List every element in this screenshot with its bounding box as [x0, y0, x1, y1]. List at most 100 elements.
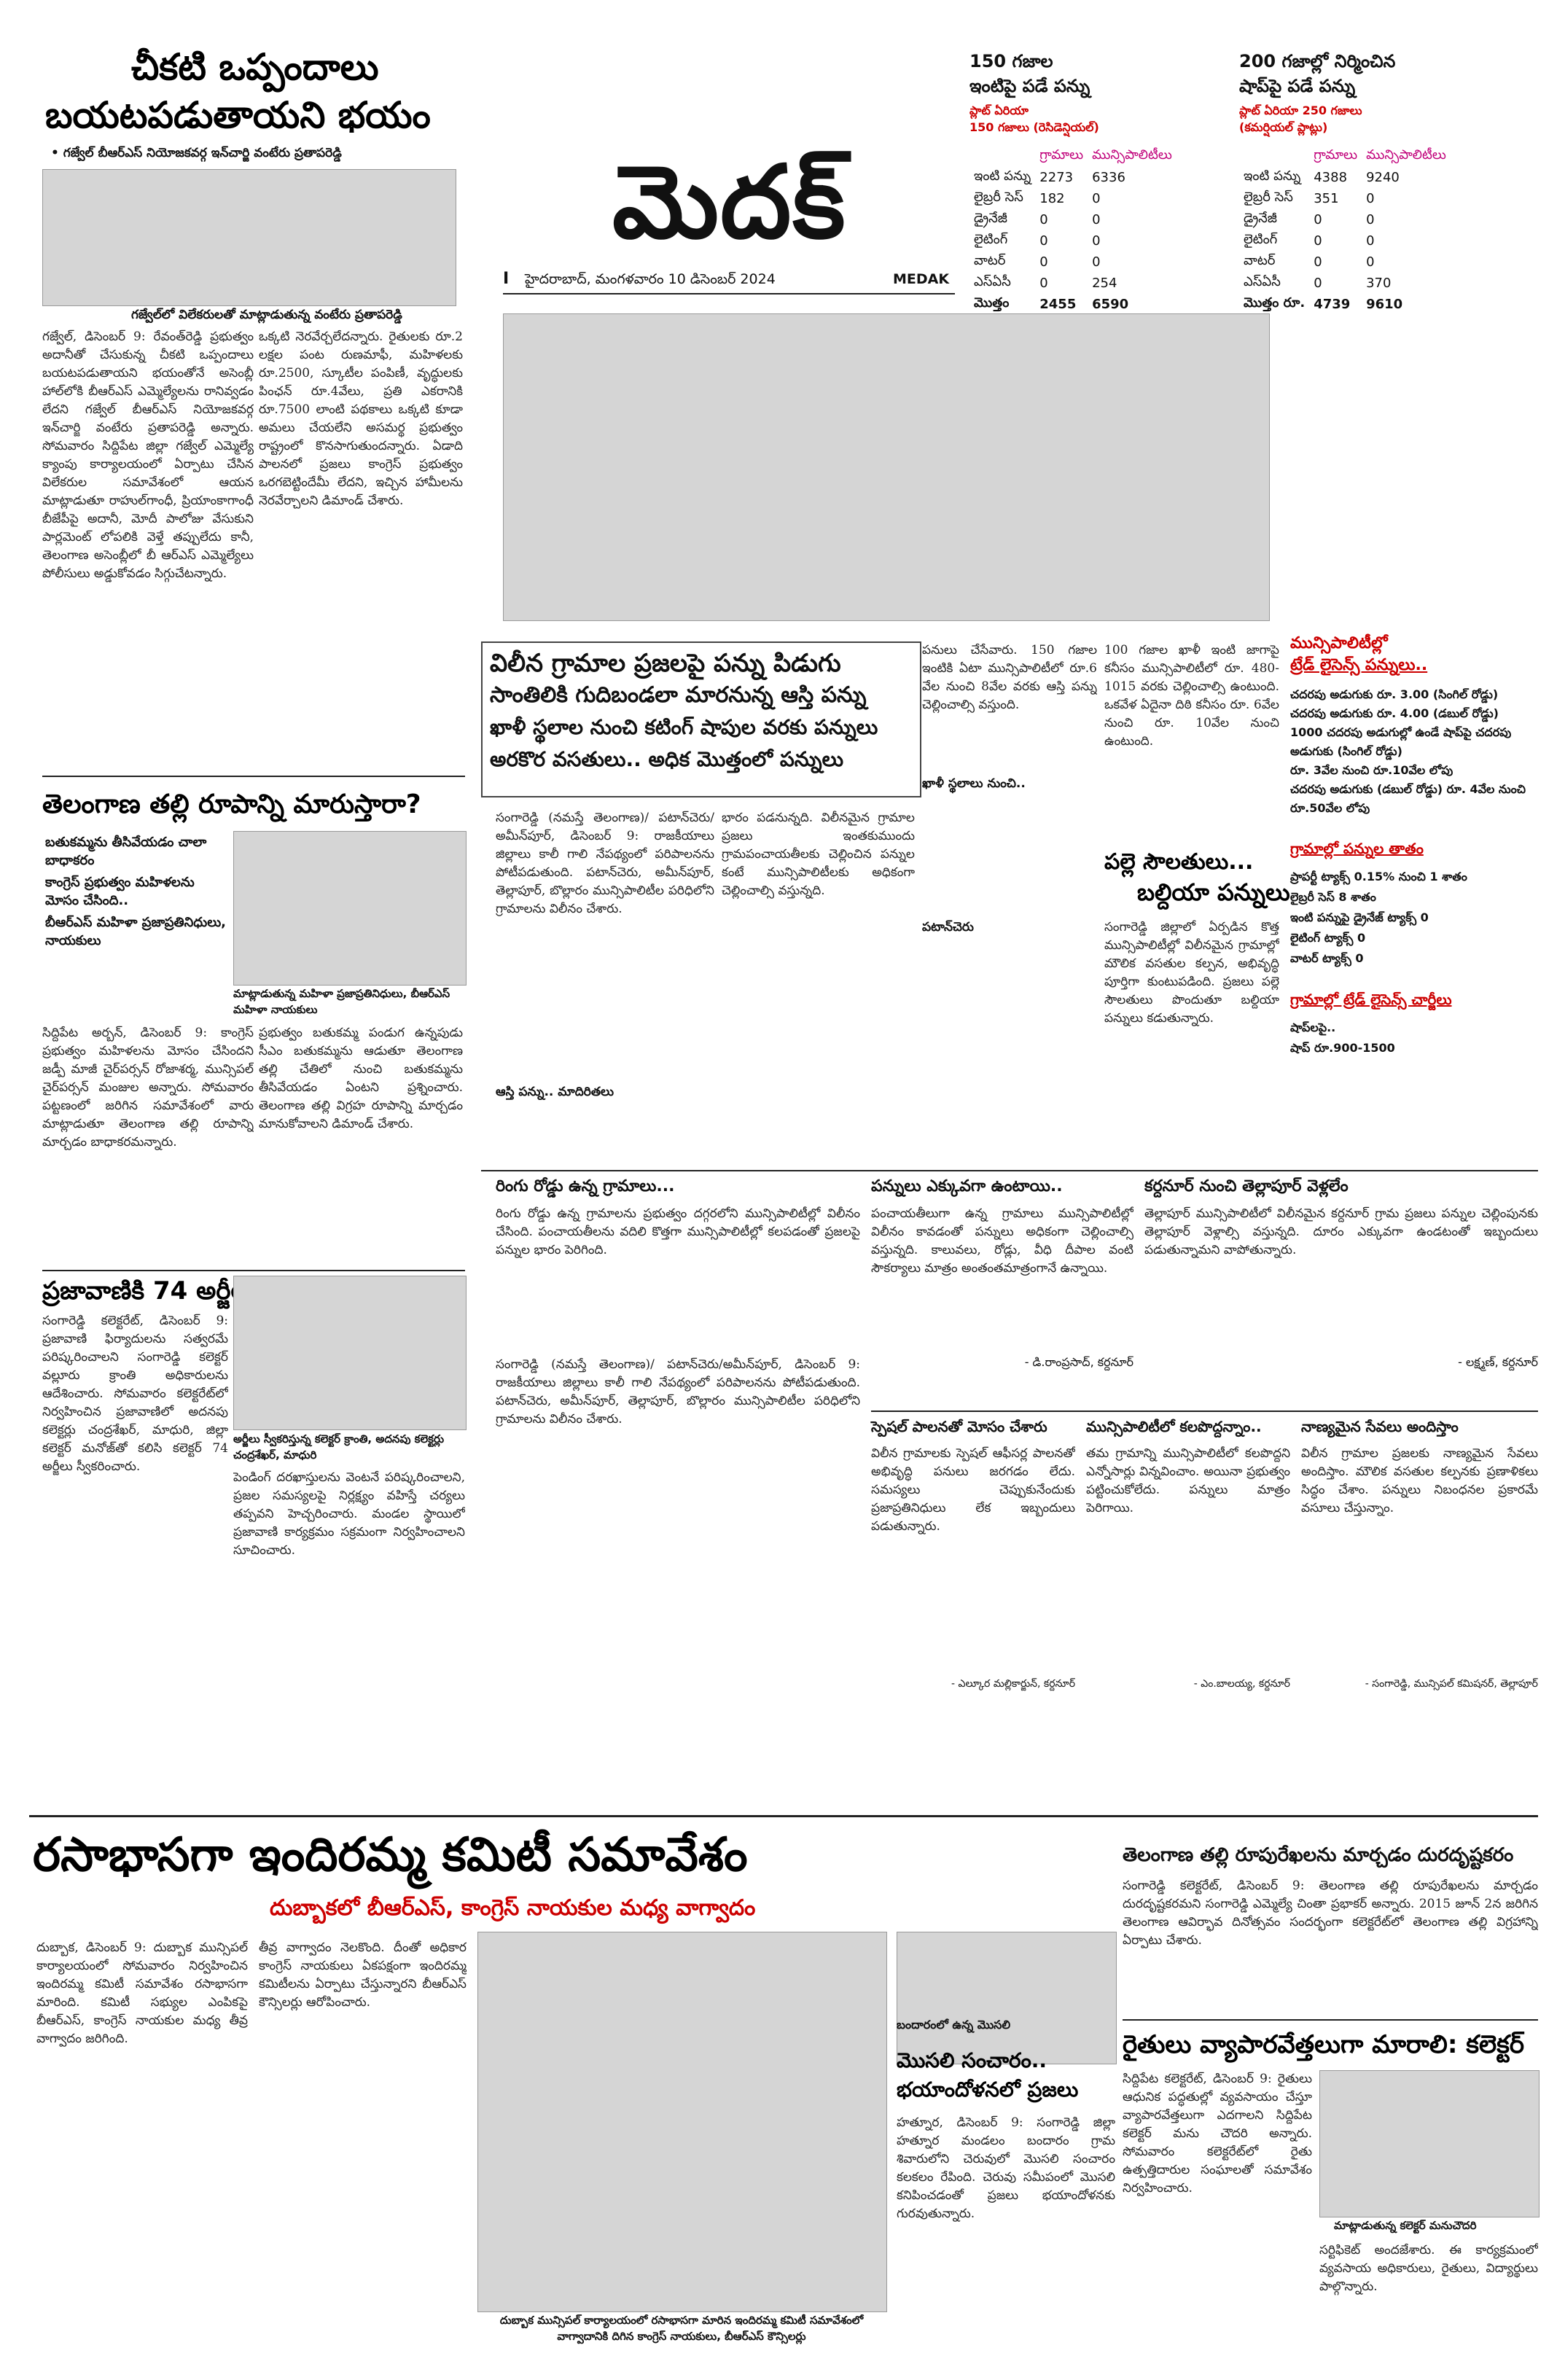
- tax-row-label: ఇంటి పన్ను: [974, 168, 1031, 184]
- tax-row-label: మొత్తం రూ.: [1244, 295, 1306, 311]
- article-column: భారం పడనున్నది. విలీనమైన గ్రామాల ప్రజలు …: [722, 811, 915, 898]
- quote-headline: మున్సిపాలిటీలో కలపొద్దన్నాం..: [1086, 1418, 1262, 1435]
- article-column: ప్రభుత్వం బతుకమ్మ పండుగ ఉన్నపుడు సీఎం బత…: [259, 1026, 463, 1131]
- tax-box-title: ఇంటిపై పడే పన్ను: [969, 76, 1090, 96]
- sidebar-heading: గ్రామాల్లో పన్నుల తాతం: [1290, 840, 1424, 857]
- col-header: మున్సిపాలిటీలు: [1366, 147, 1446, 163]
- quote-text: తెల్లాపూర్ మున్సిపాలిటీలో విలీనమైన కర్దన…: [1144, 1206, 1538, 1257]
- article-column: సంగారెడ్డి (నమస్తే తెలంగాణ)/ పటాన్‌చెరు/…: [496, 1357, 860, 1427]
- tax-cell: 0: [1092, 254, 1101, 270]
- tax-cell: 0: [1039, 212, 1048, 227]
- news-photo: [503, 313, 1270, 621]
- tax-row-label: మొత్తం: [974, 295, 1010, 311]
- sidebar-heading: గ్రామాల్లో ట్రేడ్ లైసెన్స్ చార్జీలు: [1290, 991, 1452, 1008]
- tax-box-title: షాప్‌పై పడే పన్ను: [1239, 76, 1356, 96]
- tax-cell: 0: [1314, 254, 1322, 270]
- tax-cell: 0: [1366, 191, 1375, 206]
- deck-line: సాంతిలికి గుదిబండలా మారనున్న ఆస్తి పన్ను: [490, 682, 867, 708]
- article-column: గజ్వేల్, డిసెంబర్ 9: రేవంత్‌రెడ్డి ప్రభు…: [42, 329, 254, 581]
- quote-box: నాణ్యమైన సేవలు అందిస్తాం విలీన గ్రామాల ప…: [1301, 1418, 1538, 1692]
- sidebar-item: షాప్‌లపై..: [1290, 1021, 1336, 1034]
- tax-row-label: ఇంటి పన్ను: [1244, 168, 1301, 184]
- sidebar-item: లైటింగ్ ట్యాక్స్ 0: [1290, 931, 1366, 945]
- article-column: సంగారెడ్డి జిల్లాలో ఏర్పడిన కొత్త మున్సి…: [1104, 920, 1279, 1026]
- article-column: దుబ్బాక, డిసెంబర్ 9: దుబ్బాక మున్సిపల్ క…: [36, 1940, 248, 2046]
- article-column: హత్నూర, డిసెంబర్ 9: సంగారెడ్డి జిల్లా హత…: [897, 2115, 1115, 2221]
- article-column: పెండింగ్ దరఖాస్తులను వెంటనే పరిష్కరించాల…: [233, 1470, 465, 1558]
- tax-row-label: వాటర్: [974, 253, 1006, 268]
- sidebar-item: చదరపు అడుగుకు రూ. 3.00 (సింగిల్ రోడ్డు): [1290, 687, 1499, 701]
- tax-cell: 0: [1366, 233, 1375, 249]
- tax-row-label: ఎస్ఏసీ: [974, 274, 1011, 289]
- article-column: సంగారెడ్డి (నమస్తే తెలంగాణ)/ పటాన్‌చెరు/…: [496, 811, 714, 916]
- masthead-title: మెదక్: [612, 142, 847, 261]
- masthead-dateline: హైదరాబాద్, మంగళవారం 10 డిసెంబర్ 2024: [525, 271, 776, 287]
- article-column: సర్టిఫికెట్ అందజేశారు. ఈ కార్యక్రమంలో వ్…: [1319, 2243, 1538, 2294]
- photo-caption: దుబ్బాక మున్సిపల్ కార్యాలయంలో రసాభాసగా మ…: [499, 2314, 864, 2343]
- sidebar-item: చదరపు అడుగుకు (డబుల్ రోడ్డు) రూ. 4వేల ను…: [1290, 782, 1526, 815]
- tax-cell: 9240: [1366, 170, 1400, 185]
- news-photo: [477, 1932, 887, 2312]
- tax-box-150: 150 గజాల ఇంటిపై పడే పన్ను ప్లాట్ ఏరియా 1…: [969, 51, 1232, 315]
- tax-box-title: 200 గజాల్లో నిర్మించిన: [1239, 51, 1396, 71]
- tax-cell: 6590: [1092, 297, 1129, 312]
- sidebar-item: షాప్ రూ.900-1500: [1290, 1041, 1395, 1055]
- tax-cell: 0: [1039, 276, 1048, 291]
- bullet-item: కాంగ్రెస్ ప్రభుత్వం మహిళలను మోసం చేసింది…: [45, 875, 195, 908]
- subhead-dubbaka: దుబ్బాకలో బీఆర్ఎస్, కాంగ్రెస్ నాయకుల మధ్…: [270, 1895, 756, 1921]
- deck-line: అరకొర వసతులు.. అధిక మొత్తంలో పన్నులు: [490, 747, 844, 771]
- palle-headline: బల్దియా పన్నులు: [1137, 878, 1290, 906]
- tax-cell: 351: [1314, 191, 1339, 206]
- headline-thalli-bottom: తెలంగాణ తల్లి రూపురేఖలను మార్చడం దురదృష్…: [1123, 1844, 1514, 1866]
- quote-text: తమ గ్రామాన్ని మున్సిపాలిటీలో కలపొద్దని ఎ…: [1086, 1446, 1290, 1515]
- plot-area-label: ప్లాట్ ఏరియా 250 గజాలు: [1239, 104, 1362, 117]
- quote-headline: పన్నులు ఎక్కువగా ఉంటాయి..: [871, 1177, 1063, 1195]
- tax-cell: 0: [1092, 233, 1101, 249]
- sidebar-box: మున్సిపాలిటీల్లో ట్రేడ్ లైసెన్స్ పన్నులు…: [1290, 634, 1538, 1058]
- tax-box-200: 200 గజాల్లో నిర్మించిన షాప్‌పై పడే పన్ను…: [1239, 51, 1531, 315]
- masthead-latin: MEDAK: [893, 271, 950, 287]
- quote-headline: రింగు రోడ్డు ఉన్న గ్రామాలు...: [496, 1177, 675, 1195]
- quote-box: కర్దనూర్ నుంచి తెల్లాపూర్ వెళ్లలేం తెల్ల…: [1144, 1177, 1538, 1372]
- tax-cell: 0: [1314, 233, 1322, 249]
- sidebar-item: రూ. 3వేల నుంచి రూ.10వేల లోపు: [1290, 763, 1453, 777]
- sidebar-item: 1000 చదరపు అడుగుల్లో ఉండే షాప్‌పై చదరపు …: [1290, 725, 1512, 758]
- tax-cell: 0: [1366, 212, 1375, 227]
- article-column: 100 గజాల ఖాళీ ఇంటి జాగాపై కనీసం మున్సిపా…: [1104, 643, 1279, 749]
- tax-cell: 9610: [1366, 297, 1403, 312]
- col-header: గ్రామాలు: [1039, 147, 1084, 163]
- tax-row-label: డ్రైనేజీ: [1244, 211, 1277, 226]
- quote-byline: - సంగారెడ్డి, మున్సిపల్ కమిషనర్, తెల్లాప…: [1365, 1678, 1538, 1690]
- photo-caption: గజ్వేల్‌లో విలేకరులతో మాట్లాడుతున్న వంటే…: [131, 308, 402, 322]
- quote-box: స్పెషల్ పాలనతో మోసం చేశారు విలీన గ్రామాల…: [871, 1418, 1075, 1692]
- headline-chikati-1: చీకటి ఒప్పందాలు: [131, 46, 379, 88]
- bullet-item: బీఆర్ఎస్ మహిళా ప్రజాప్రతినిధులు, నాయకులు: [45, 915, 227, 948]
- quote-box: పన్నులు ఎక్కువగా ఉంటాయి.. పంచాయతీలుగా ఉన…: [871, 1177, 1133, 1372]
- headline-chikati-2: బయటపడుతాయని భయం: [45, 94, 431, 136]
- quote-byline: - ఎం.బాలయ్య, కర్దనూర్: [1193, 1678, 1290, 1690]
- sidebar-item: ప్రాపర్టీ ట్యాక్స్ 0.15% నుంచి 1 శాతం: [1290, 870, 1467, 883]
- subhead-asthi: ఆస్తి పన్ను.. మాదిరితలు: [496, 1085, 614, 1099]
- plot-area-label: ప్లాట్ ఏరియా: [969, 104, 1029, 117]
- tax-cell: 0: [1366, 254, 1375, 270]
- tax-cell: 0: [1039, 233, 1048, 249]
- bullet-list: బతుకమ్మను తీసివేయడం చాలా బాధాకరం కాంగ్రె…: [45, 831, 227, 955]
- deck-line: విలీన గ్రామాల ప్రజలపై పన్ను పిడుగు: [490, 649, 841, 678]
- sidebar-item: చదరపు అడుగుకు రూ. 4.00 (డబుల్ రోడ్డు): [1290, 706, 1499, 720]
- palle-headline: పల్లె సౌలతులు...: [1104, 849, 1254, 875]
- headline-raithulu: రైతులు వ్యాపారవేత్తలుగా మారాలి: కలెక్టర్: [1123, 2030, 1525, 2059]
- news-photo: [1319, 2070, 1540, 2217]
- news-photo: [897, 1932, 1117, 2064]
- sidebar-item: ఇంటి పన్నుపై డ్రైనేజ్ ట్యాక్స్ 0: [1290, 910, 1429, 924]
- tax-cell: 0: [1314, 276, 1322, 291]
- tax-row-label: ఎస్ఏసీ: [1244, 274, 1281, 289]
- tax-cell: 0: [1039, 254, 1048, 270]
- tax-cell: 2455: [1039, 297, 1077, 312]
- headline-indiramma: రసాభాసగా ఇందిరమ్మ కమిటీ సమావేశం: [33, 1828, 748, 1882]
- bullet-item: బతుకమ్మను తీసివేయడం చాలా బాధాకరం: [45, 835, 207, 868]
- tax-cell: 0: [1092, 191, 1101, 206]
- article-column: సంగారెడ్డి కలెక్టరేట్, డిసెంబర్ 9: ప్రజా…: [42, 1314, 228, 1474]
- tax-cell: 4388: [1314, 170, 1348, 185]
- article-column: సంగారెడ్డి కలెక్టరేట్, డిసెంబర్ 9: తెలంగ…: [1123, 1878, 1538, 1948]
- quote-box: రింగు రోడ్డు ఉన్న గ్రామాలు... రింగు రోడ్…: [496, 1177, 860, 1351]
